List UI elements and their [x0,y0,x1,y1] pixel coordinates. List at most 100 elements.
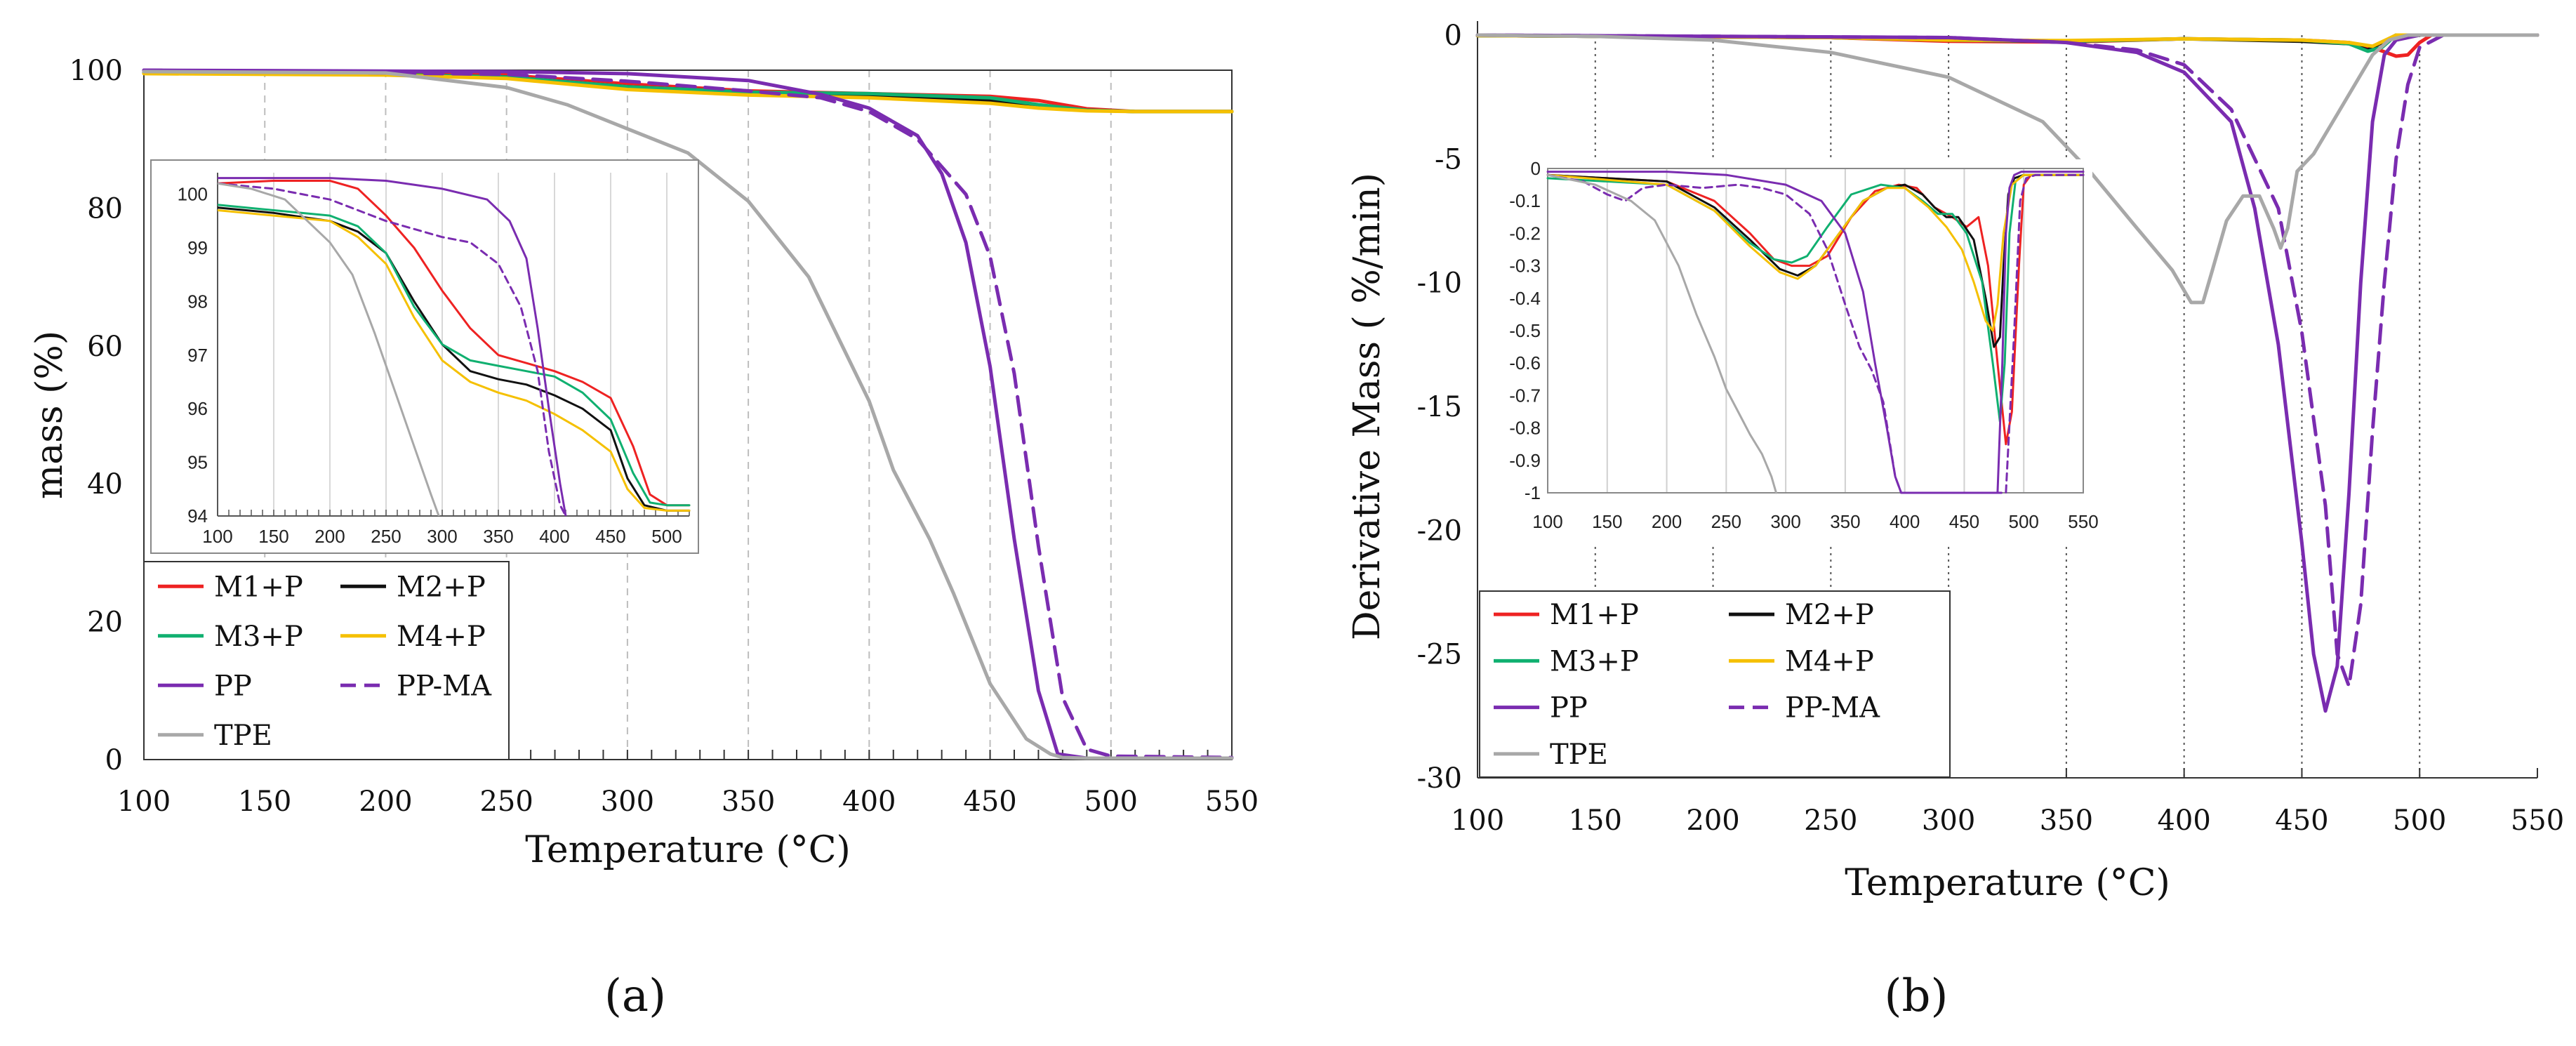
legend-label-m3-p: M3+P [1550,645,1639,677]
inset-x-tick-label: 100 [202,526,232,547]
inset-y-tick-label: 0 [1531,158,1541,179]
y-tick-label: -10 [1417,267,1462,300]
inset-x-tick-label: 550 [2068,511,2098,532]
inset-x-tick-label: 400 [1890,511,1920,532]
y-tick-label: 40 [87,468,123,501]
x-tick-label: 450 [963,786,1016,818]
inset-x-tick-label: 200 [314,526,345,547]
series-line-pp [218,177,567,516]
series-line-m4-p [142,72,1234,114]
legend-label-m2-p: M2+P [397,571,486,603]
inset-x-tick-label: 450 [1949,511,1979,532]
inset-y-tick-label: -0.9 [1509,450,1541,471]
inset-x-tick-label: 150 [258,526,288,547]
x-tick-label: 400 [2157,805,2210,837]
plot-frame [143,69,1233,760]
series-line-pp-ma [218,182,567,516]
panel-label-b: (b) [1885,970,1948,1022]
legend-label-tpe: TPE [214,720,272,752]
x-tick-label: 550 [1205,786,1259,818]
series-line-tpe [218,182,440,516]
inset-y-tick-label: 98 [187,291,208,312]
x-tick-label: 300 [1922,805,1975,837]
legend-label-m1-p: M1+P [1550,599,1639,631]
inset-y-tick-label: -0.8 [1509,418,1541,439]
x-tick-label: 400 [842,786,896,818]
inset-y-tick-label: 99 [187,237,208,258]
inset-x-tick-label: 250 [1711,511,1741,532]
series-line-pp [1546,171,2085,494]
inset-x-tick-label: 200 [1652,511,1682,532]
y-axis-title: mass (%) [29,331,71,499]
inset-series-group [218,177,691,516]
inset-y-tick-label: 94 [187,505,208,527]
x-tick-label: 500 [1084,786,1138,818]
y-tick-label: -25 [1417,639,1462,671]
chart-b-inset: 100 150 200 250 300 350 400 450 500 550 0 -0.1 -0.2 -… [1509,158,2099,543]
y-tick-label: 80 [87,192,123,225]
x-tick-label: 350 [2040,805,2093,837]
inset-x-tick-label: 250 [371,526,401,547]
legend-label-m1-p: M1+P [214,571,303,603]
legend-label-pp-ma: PP-MA [1785,692,1880,724]
series-line-m3-p [1546,173,2085,423]
inset-frame [1547,168,2084,494]
x-tick-label: 200 [1686,805,1739,837]
inset-x-tick-label: 400 [539,526,569,547]
inset-x-tick-label: 300 [1770,511,1800,532]
series-line-pp-ma [1546,173,2085,494]
y-tick-label: -20 [1417,515,1462,547]
y-tick-label: 0 [105,744,123,776]
legend-b: M1+P M2+P M3+P M4+P PP PP-MA TPE [1479,590,1951,778]
x-tick-label: 450 [2275,805,2328,837]
chart-b-main: 100 150 200 250 300 350 400 450 500 5500-5-10-15-… [1346,20,2564,904]
y-tick-label: 100 [69,55,123,87]
legend-label-pp-ma: PP-MA [397,670,492,702]
series-line-m3-p [218,204,691,507]
panel-label-a: (a) [604,970,666,1022]
legend-box [1479,590,1951,778]
series-line-m4-p [218,209,691,512]
inset-x-tick-label: 350 [1830,511,1860,532]
x-tick-label: 500 [2393,805,2446,837]
series-line-tpe [1475,33,2540,305]
inset-y-tick-label: 95 [187,452,208,473]
series-line-m1-p [218,180,691,507]
inset-y-tick-label: -0.7 [1509,385,1541,406]
inset-y-tick-label: -0.1 [1509,190,1541,211]
legend-label-m4-p: M4+P [1785,645,1874,677]
series-line-pp [1475,33,2540,713]
legend-box [143,561,510,760]
series-line-m4-p [1546,173,2085,332]
y-tick-label: 20 [87,607,123,639]
y-tick-label: 60 [87,331,123,363]
series-line-pp-ma [142,68,1234,760]
series-line-tpe [1546,173,1777,494]
inset-y-tick-label: -1 [1525,482,1541,503]
legend-a: M1+P M2+P M3+P M4+P PP PP-MA TPE [143,561,510,760]
inset-x-tick-label: 500 [651,526,682,547]
y-tick-label: 0 [1445,20,1462,52]
x-axis-title: Temperature (°C) [1845,862,2170,904]
series-line-pp [142,68,1234,760]
x-axis-title: Temperature (°C) [525,829,851,871]
inset-y-tick-label: -0.4 [1509,288,1541,309]
series-line-pp-ma [1475,33,2540,688]
inset-y-tick-label: -0.6 [1509,352,1541,373]
inset-x-tick-label: 500 [2009,511,2039,532]
x-tick-label: 300 [601,786,654,818]
inset-y-tick-label: -0.5 [1509,320,1541,341]
inset-x-tick-label: 350 [483,526,513,547]
y-tick-label: -15 [1417,391,1462,423]
inset-y-tick-label: 97 [187,345,208,366]
x-tick-label: 350 [722,786,775,818]
inset-y-tick-label: 96 [187,398,208,419]
inset-x-tick-label: 150 [1592,511,1622,532]
x-tick-label: 150 [238,786,291,818]
chart-a-inset: 100 150 200 250 300 350 400 450 500 94 95 96 97 98 99 1… [150,159,699,554]
y-tick-label: -5 [1435,143,1462,176]
y-tick-label: -30 [1417,762,1462,795]
x-tick-label: 100 [1451,805,1504,837]
y-axis-title: Derivative Mass ( %/min) [1346,173,1388,640]
